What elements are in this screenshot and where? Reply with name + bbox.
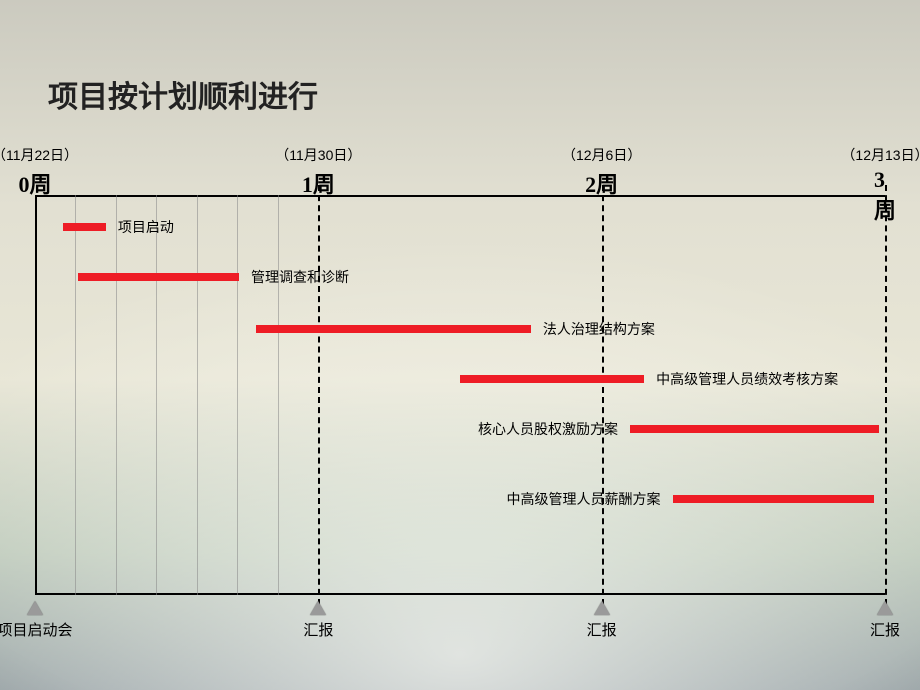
week-label: 2周: [585, 167, 618, 199]
week-gridline: [602, 185, 604, 605]
week-gridline: [35, 195, 37, 595]
task-label: 项目启动: [118, 217, 174, 237]
task-bar: [460, 375, 644, 383]
week-label: 0周: [18, 167, 51, 199]
milestone-label: 项目启动会: [0, 619, 73, 640]
task-bar: [63, 223, 106, 231]
minor-gridline: [237, 195, 238, 595]
milestone-marker: [310, 601, 326, 615]
milestone-label: 汇报: [303, 619, 333, 640]
minor-gridline: [116, 195, 117, 595]
task-bar: [673, 495, 874, 503]
task-label: 核心人员股权激励方案: [478, 419, 618, 439]
task-label: 法人治理结构方案: [543, 319, 655, 339]
milestone-marker: [27, 601, 43, 615]
task-bar: [78, 273, 240, 281]
date-label: （12月13日）: [841, 145, 920, 165]
axis-bottom: [35, 593, 885, 595]
minor-gridline: [75, 195, 76, 595]
task-bar: [256, 325, 531, 333]
date-label: （12月6日）: [562, 145, 641, 165]
task-label: 管理调查和诊断: [251, 267, 349, 287]
gantt-chart: （11月22日）0周项目启动会（11月30日）1周汇报（12月6日）2周汇报（1…: [35, 195, 885, 595]
task-label: 中高级管理人员绩效考核方案: [656, 369, 838, 389]
page-title: 项目按计划顺利进行: [48, 72, 318, 116]
date-label: （11月30日）: [275, 145, 361, 165]
minor-gridline: [278, 195, 279, 595]
week-gridline: [318, 185, 320, 605]
week-label: 3周: [874, 167, 896, 225]
milestone-label: 汇报: [587, 619, 617, 640]
minor-gridline: [156, 195, 157, 595]
milestone-marker: [594, 601, 610, 615]
task-bar: [630, 425, 879, 433]
axis-top: [35, 195, 885, 197]
milestone-marker: [877, 601, 893, 615]
week-label: 1周: [302, 167, 335, 199]
date-label: （11月22日）: [0, 145, 78, 165]
minor-gridline: [197, 195, 198, 595]
milestone-label: 汇报: [870, 619, 900, 640]
week-gridline: [885, 185, 887, 605]
task-label: 中高级管理人员薪酬方案: [507, 489, 661, 509]
